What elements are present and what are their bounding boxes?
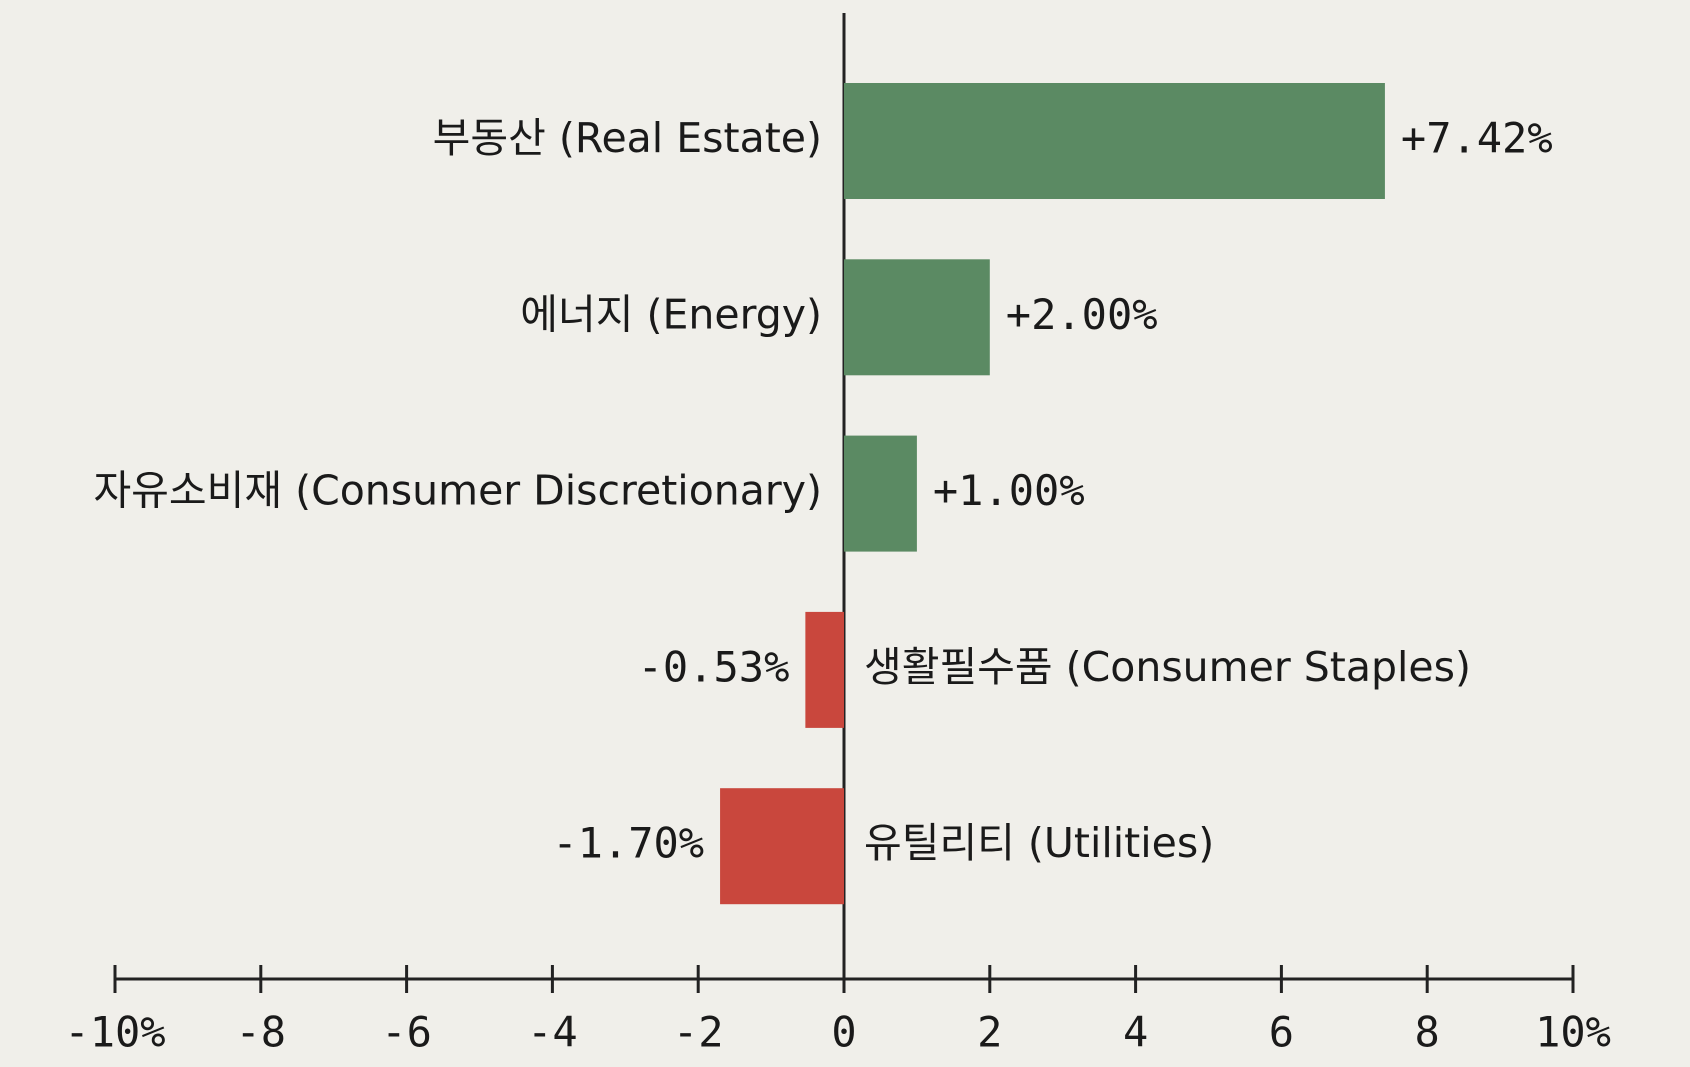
bar bbox=[805, 611, 844, 728]
category-label: 유틸리티 (Utilities) bbox=[864, 819, 1214, 867]
bar bbox=[844, 259, 990, 376]
x-tick-label: -4 bbox=[527, 1008, 578, 1057]
value-label: -1.70% bbox=[552, 819, 704, 868]
x-tick-label: 0 bbox=[831, 1008, 856, 1057]
category-label: 부동산 (Real Estate) bbox=[433, 114, 822, 162]
x-tick-label: 8 bbox=[1415, 1008, 1440, 1057]
value-label: +2.00% bbox=[1006, 290, 1158, 339]
category-label: 에너지 (Energy) bbox=[520, 290, 822, 338]
bar bbox=[844, 435, 917, 552]
category-label: 자유소비재 (Consumer Discretionary) bbox=[93, 467, 822, 515]
x-tick-label: -2 bbox=[673, 1008, 724, 1057]
category-label: 생활필수품 (Consumer Staples) bbox=[864, 643, 1471, 691]
x-tick-label: 10% bbox=[1535, 1008, 1611, 1057]
x-tick-label: 6 bbox=[1269, 1008, 1294, 1057]
bar bbox=[720, 788, 844, 905]
x-tick-label: -6 bbox=[381, 1008, 432, 1057]
value-label: -0.53% bbox=[638, 642, 790, 691]
x-tick-label: 4 bbox=[1123, 1008, 1148, 1057]
x-tick-label: -8 bbox=[236, 1008, 287, 1057]
bar bbox=[844, 83, 1385, 199]
value-label: +1.00% bbox=[933, 466, 1085, 515]
value-label: +7.42% bbox=[1401, 114, 1553, 163]
x-tick-label: 2 bbox=[977, 1008, 1002, 1057]
x-tick-label: -10% bbox=[64, 1008, 165, 1057]
